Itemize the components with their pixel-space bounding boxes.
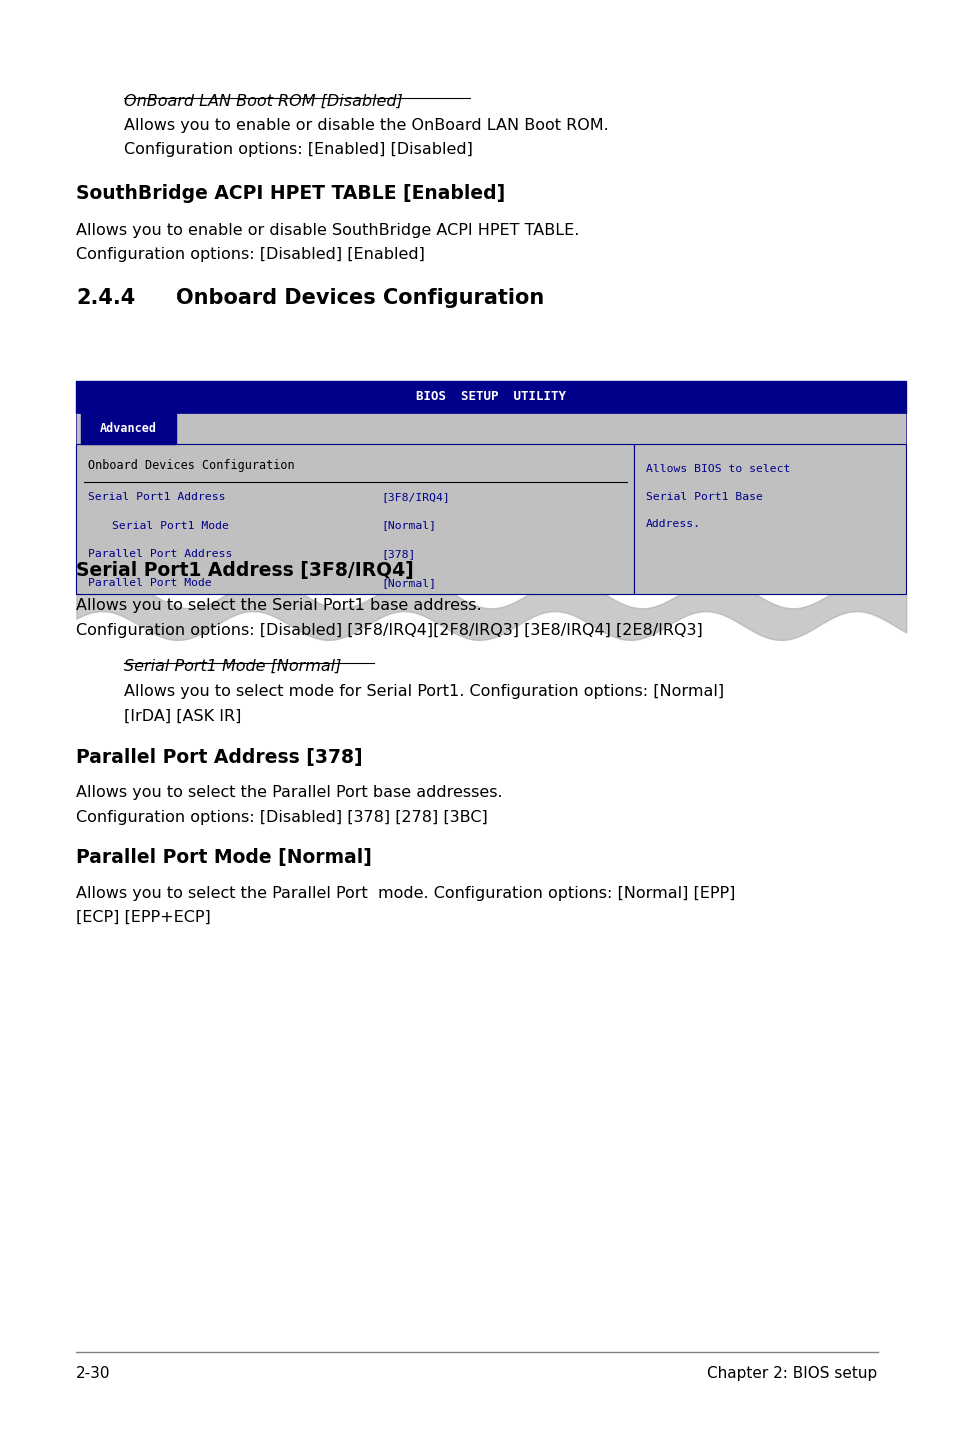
Text: [ECP] [EPP+ECP]: [ECP] [EPP+ECP] (76, 910, 211, 925)
Text: SouthBridge ACPI HPET TABLE [Enabled]: SouthBridge ACPI HPET TABLE [Enabled] (76, 184, 505, 203)
FancyBboxPatch shape (76, 381, 905, 413)
FancyBboxPatch shape (634, 444, 905, 594)
Text: Address.: Address. (645, 519, 700, 529)
Text: Parallel Port Address: Parallel Port Address (88, 549, 232, 559)
Text: 2.4.4: 2.4.4 (76, 288, 135, 308)
Text: Allows you to select the Parallel Port  mode. Configuration options: [Normal] [E: Allows you to select the Parallel Port m… (76, 886, 735, 900)
Text: Serial Port1 Base: Serial Port1 Base (645, 492, 762, 502)
Text: [IrDA] [ASK IR]: [IrDA] [ASK IR] (124, 709, 241, 723)
Text: 2-30: 2-30 (76, 1366, 111, 1380)
Text: Allows you to select mode for Serial Port1. Configuration options: [Normal]: Allows you to select mode for Serial Por… (124, 684, 723, 699)
Text: Onboard Devices Configuration: Onboard Devices Configuration (88, 459, 294, 472)
Text: Configuration options: [Disabled] [378] [278] [3BC]: Configuration options: [Disabled] [378] … (76, 810, 488, 824)
Text: Allows you to select the Serial Port1 base address.: Allows you to select the Serial Port1 ba… (76, 598, 481, 613)
Text: Configuration options: [Enabled] [Disabled]: Configuration options: [Enabled] [Disabl… (124, 142, 473, 157)
Text: Configuration options: [Disabled] [3F8/IRQ4][2F8/IRQ3] [3E8/IRQ4] [2E8/IRQ3]: Configuration options: [Disabled] [3F8/I… (76, 623, 702, 637)
Text: Advanced: Advanced (100, 421, 157, 436)
Text: Serial Port1 Mode [Normal]: Serial Port1 Mode [Normal] (124, 659, 341, 673)
FancyBboxPatch shape (81, 413, 176, 444)
Text: Serial Port1 Address [3F8/IRQ4]: Serial Port1 Address [3F8/IRQ4] (76, 561, 414, 580)
Text: Parallel Port Address [378]: Parallel Port Address [378] (76, 748, 362, 766)
Text: Parallel Port Mode [Normal]: Parallel Port Mode [Normal] (76, 848, 372, 867)
Text: [3F8/IRQ4]: [3F8/IRQ4] (381, 492, 450, 502)
Text: Allows BIOS to select: Allows BIOS to select (645, 464, 789, 475)
Text: Chapter 2: BIOS setup: Chapter 2: BIOS setup (707, 1366, 877, 1380)
Text: Configuration options: [Disabled] [Enabled]: Configuration options: [Disabled] [Enabl… (76, 247, 425, 262)
FancyBboxPatch shape (76, 444, 634, 594)
Text: [Normal]: [Normal] (381, 578, 436, 588)
Text: Allows you to enable or disable the OnBoard LAN Boot ROM.: Allows you to enable or disable the OnBo… (124, 118, 608, 132)
Text: Allows you to select the Parallel Port base addresses.: Allows you to select the Parallel Port b… (76, 785, 502, 800)
Text: BIOS  SETUP  UTILITY: BIOS SETUP UTILITY (416, 390, 566, 404)
Text: Onboard Devices Configuration: Onboard Devices Configuration (176, 288, 544, 308)
Text: [Normal]: [Normal] (381, 521, 436, 531)
Text: OnBoard LAN Boot ROM [Disabled]: OnBoard LAN Boot ROM [Disabled] (124, 93, 402, 108)
Text: Allows you to enable or disable SouthBridge ACPI HPET TABLE.: Allows you to enable or disable SouthBri… (76, 223, 579, 237)
Text: Parallel Port Mode: Parallel Port Mode (88, 578, 212, 588)
Text: [378]: [378] (381, 549, 416, 559)
Text: Serial Port1 Address: Serial Port1 Address (88, 492, 225, 502)
FancyBboxPatch shape (76, 413, 905, 444)
Text: Serial Port1 Mode: Serial Port1 Mode (112, 521, 229, 531)
